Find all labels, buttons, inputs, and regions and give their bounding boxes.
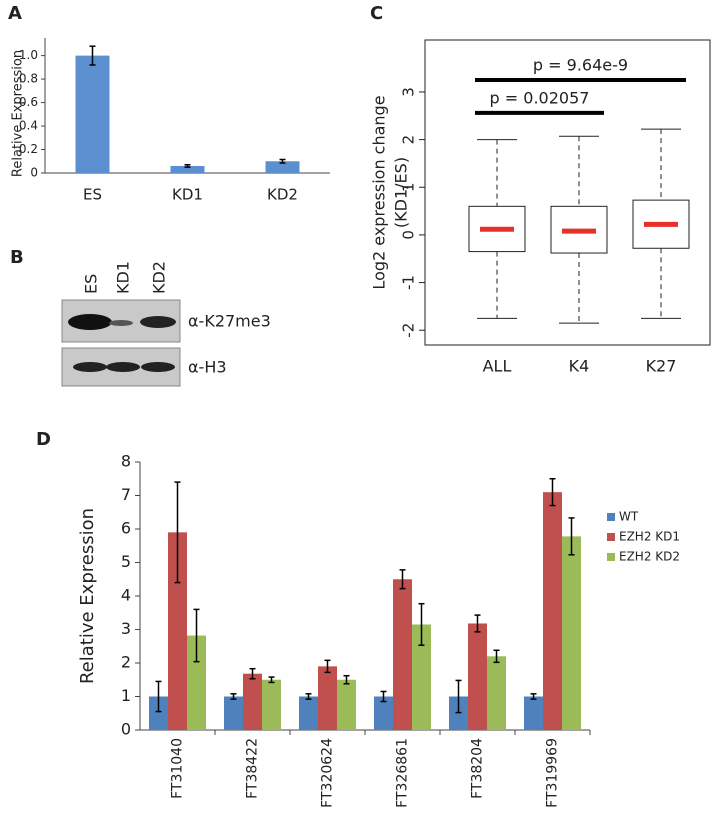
bar — [562, 536, 581, 730]
lane-label: ES — [82, 274, 101, 294]
bar — [170, 165, 205, 173]
annotation: p = 9.64e-9 — [533, 56, 628, 75]
bar — [374, 696, 393, 730]
x-tick-label: FT319969 — [545, 738, 561, 808]
bar — [75, 55, 110, 173]
bar — [187, 635, 206, 730]
bar — [412, 624, 431, 730]
x-tick-label: FT38204 — [470, 738, 486, 799]
legend-label: EZH2 KD2 — [619, 550, 680, 564]
bar — [318, 666, 337, 730]
y-axis-title: Relative Expression — [77, 508, 98, 684]
y-tick-label: 1 — [121, 686, 131, 705]
y-tick-label: -1 — [400, 275, 418, 290]
y-tick-label: 2 — [400, 135, 418, 145]
x-tick-label: K27 — [646, 357, 677, 376]
y-tick-label: 7 — [121, 485, 131, 504]
bar — [543, 492, 562, 730]
y-tick-label: 0.2 — [19, 142, 38, 156]
y-axis-title: Relative Expression — [11, 50, 26, 177]
bar — [468, 623, 487, 730]
bar — [149, 696, 168, 730]
x-tick-label: KD1 — [172, 186, 203, 204]
y-tick-label: 5 — [121, 552, 131, 571]
legend-swatch — [607, 553, 615, 561]
band — [73, 362, 107, 372]
legend-label: EZH2 KD1 — [619, 530, 680, 544]
y-tick-label: 1.0 — [19, 48, 38, 62]
legend-swatch — [607, 533, 615, 541]
y-tick-label: -2 — [400, 323, 418, 338]
lane-label: KD1 — [114, 261, 133, 294]
bar — [299, 696, 318, 730]
bar — [168, 532, 187, 730]
plot-frame — [424, 39, 711, 346]
annotation: p = 0.02057 — [490, 88, 590, 107]
y-tick-label: 3 — [121, 619, 131, 638]
y-tick-label: 1 — [400, 182, 418, 192]
x-tick-label: K4 — [569, 357, 590, 376]
bar — [393, 579, 412, 730]
panel-letter: A — [8, 3, 22, 24]
x-tick-label: ALL — [483, 357, 512, 376]
row-label: α-K27me3 — [188, 312, 271, 331]
y-tick-label: 6 — [121, 519, 131, 538]
panel-letter: B — [10, 247, 24, 268]
row-label: α-H3 — [188, 358, 227, 377]
y-tick-label: 3 — [400, 87, 418, 97]
y-tick-label: 0 — [121, 720, 131, 739]
y-tick-label: 4 — [121, 586, 131, 605]
x-tick-label: FT31040 — [170, 738, 186, 799]
legend-swatch — [607, 513, 615, 521]
x-tick-label: KD2 — [267, 186, 298, 204]
bar — [337, 679, 356, 730]
legend-label: WT — [619, 510, 639, 524]
band — [109, 320, 133, 326]
bar — [265, 161, 300, 173]
y-tick-label: 0 — [400, 230, 418, 240]
y-tick-label: 8 — [121, 452, 131, 471]
x-tick-label: FT38422 — [245, 738, 261, 799]
panel-letter: C — [370, 3, 383, 24]
panel-letter: D — [36, 429, 51, 450]
bar — [487, 656, 506, 730]
bar — [243, 673, 262, 730]
y-tick-label: 2 — [121, 653, 131, 672]
bar — [262, 679, 281, 730]
bar — [224, 696, 243, 730]
band — [141, 362, 175, 372]
bar — [524, 696, 543, 730]
x-tick-label: ES — [83, 186, 102, 204]
band — [68, 314, 112, 330]
y-axis-title: (KD1/ES) — [392, 157, 411, 228]
lane-label: KD2 — [150, 261, 169, 294]
blot: ES KD1 KD2 α-K27me3 α-H3 — [61, 261, 271, 387]
y-tick-label: 0.8 — [19, 72, 38, 86]
y-tick-label: 0 — [30, 166, 38, 180]
x-tick-label: FT320624 — [320, 738, 336, 808]
x-tick-label: FT326861 — [395, 738, 411, 808]
y-tick-label: 0.4 — [19, 119, 38, 133]
band — [140, 316, 176, 328]
y-tick-label: 0.6 — [19, 95, 38, 109]
band — [106, 362, 140, 372]
y-axis-title: Log2 expression change — [370, 95, 389, 289]
